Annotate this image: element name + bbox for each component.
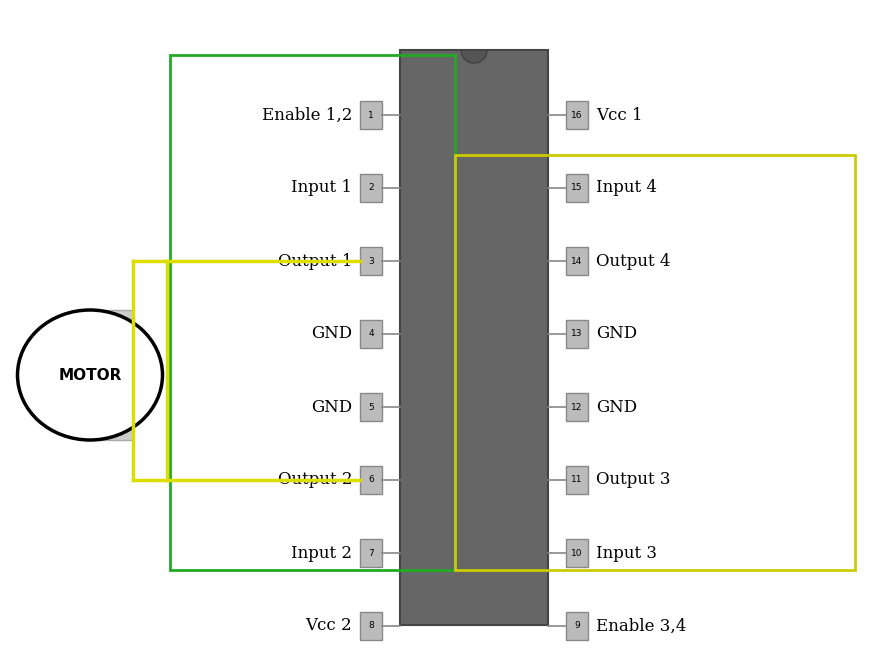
Text: Input 3: Input 3 xyxy=(596,545,657,561)
Bar xyxy=(400,50,548,625)
Bar xyxy=(360,539,382,567)
Text: 12: 12 xyxy=(571,403,583,411)
Text: 15: 15 xyxy=(571,184,583,192)
Text: MOTOR: MOTOR xyxy=(59,368,122,383)
Text: 13: 13 xyxy=(571,330,583,338)
Text: Enable 1,2: Enable 1,2 xyxy=(262,107,352,123)
Bar xyxy=(360,320,382,348)
Text: Input 1: Input 1 xyxy=(291,180,352,196)
Text: 10: 10 xyxy=(571,549,583,557)
Bar xyxy=(170,55,455,570)
Text: GND: GND xyxy=(596,326,637,342)
Text: 3: 3 xyxy=(368,257,374,265)
Bar xyxy=(566,101,588,129)
Text: 11: 11 xyxy=(571,476,583,484)
Text: Input 2: Input 2 xyxy=(291,545,352,561)
Text: 2: 2 xyxy=(368,184,374,192)
Bar xyxy=(566,247,588,275)
Text: 8: 8 xyxy=(368,622,374,630)
Text: GND: GND xyxy=(311,326,352,342)
Bar xyxy=(566,612,588,640)
Bar xyxy=(360,247,382,275)
Text: Output 4: Output 4 xyxy=(596,253,670,269)
Ellipse shape xyxy=(18,310,163,440)
Text: Input 4: Input 4 xyxy=(596,180,657,196)
Text: 9: 9 xyxy=(574,622,580,630)
Text: GND: GND xyxy=(596,399,637,415)
Bar xyxy=(566,174,588,202)
Text: 4: 4 xyxy=(368,330,374,338)
Bar xyxy=(455,155,855,570)
Text: Vcc 1: Vcc 1 xyxy=(596,107,643,123)
Text: Vcc 2: Vcc 2 xyxy=(305,618,352,634)
Bar xyxy=(566,466,588,494)
Bar xyxy=(360,393,382,421)
Text: 16: 16 xyxy=(571,111,583,119)
Text: GND: GND xyxy=(311,399,352,415)
Text: Enable 3,4: Enable 3,4 xyxy=(596,618,686,634)
Bar xyxy=(360,101,382,129)
Text: 1: 1 xyxy=(368,111,374,119)
Bar xyxy=(360,466,382,494)
Text: 5: 5 xyxy=(368,403,374,411)
Bar xyxy=(360,174,382,202)
Bar xyxy=(566,320,588,348)
Bar xyxy=(360,612,382,640)
Bar xyxy=(566,539,588,567)
Text: Output 2: Output 2 xyxy=(278,472,352,488)
Text: Output 1: Output 1 xyxy=(278,253,352,269)
Text: 6: 6 xyxy=(368,476,374,484)
Text: 7: 7 xyxy=(368,549,374,557)
Text: 14: 14 xyxy=(571,257,583,265)
Wedge shape xyxy=(461,50,487,63)
Bar xyxy=(87,310,133,440)
Bar xyxy=(566,393,588,421)
Text: Output 3: Output 3 xyxy=(596,472,670,488)
